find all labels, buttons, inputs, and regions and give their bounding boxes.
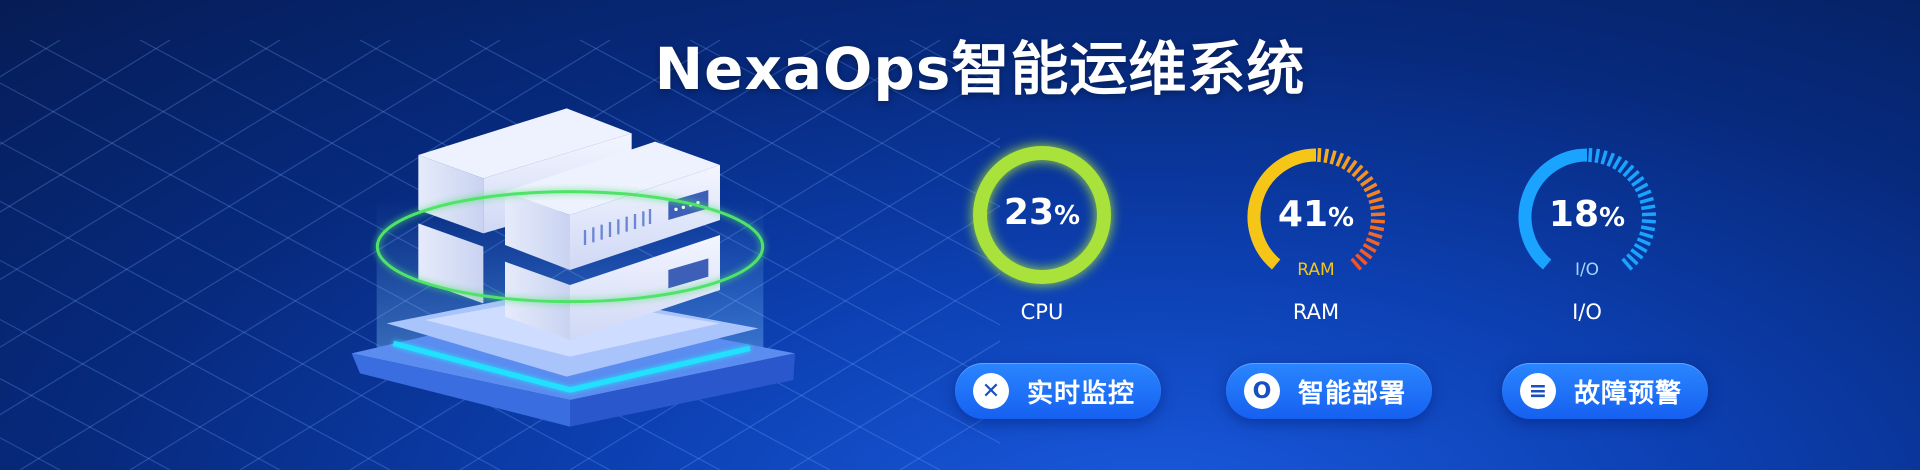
- ram-tick: [1323, 148, 1330, 164]
- ram-label: RAM: [1292, 300, 1340, 324]
- io-arc: [1518, 148, 1588, 270]
- deploy-ring-icon: O: [1244, 373, 1280, 409]
- base-glow-strip: [392, 340, 751, 393]
- io-tick: [1641, 219, 1656, 224]
- ram-tick: [1368, 231, 1383, 239]
- ram-tick: [1365, 237, 1380, 247]
- ram-tick: [1335, 152, 1345, 167]
- status-led-panel: [668, 190, 709, 220]
- io-inner-label: I/O: [1574, 260, 1600, 280]
- cpu-ring: [973, 146, 1111, 284]
- close-x-icon: ✕: [973, 373, 1009, 409]
- ram-tick: [1346, 159, 1358, 174]
- ram-tick: [1317, 148, 1322, 163]
- smart-deploy-button[interactable]: O 智能部署: [1226, 363, 1432, 419]
- io-tick: [1612, 155, 1622, 170]
- grid-line: [0, 39, 391, 281]
- grid-line: [0, 318, 281, 470]
- grid-line: [0, 39, 281, 213]
- grid-line: [0, 39, 171, 146]
- io-tick: [1630, 248, 1644, 260]
- grid-line: [0, 259, 391, 470]
- grid-line: [789, 340, 1000, 470]
- ram-tick: [1329, 150, 1337, 165]
- ram-value: 41%: [1277, 194, 1355, 235]
- ram-tick: [1359, 248, 1373, 260]
- menu-lines-icon: ≡: [1520, 373, 1556, 409]
- io-tick: [1594, 148, 1601, 164]
- cpu-label: CPU: [1020, 300, 1064, 324]
- green-orbit-ring: [375, 190, 765, 304]
- ram-tick: [1350, 257, 1363, 271]
- ram-tick: [1368, 196, 1383, 204]
- server-front-top: [505, 141, 720, 270]
- grid-line: [469, 39, 1000, 326]
- io-tick: [1606, 152, 1616, 167]
- grid-line: [19, 39, 721, 470]
- io-tick: [1633, 242, 1648, 254]
- realtime-monitor-button[interactable]: ✕ 实时监控: [955, 363, 1161, 419]
- io-tick: [1600, 150, 1608, 165]
- server-illustration: [351, 108, 795, 427]
- io-label: I/O: [1572, 300, 1602, 324]
- ram-tick: [1370, 219, 1385, 224]
- grid-line: [579, 39, 1000, 267]
- io-tick: [1634, 182, 1649, 193]
- grid-line: [689, 39, 1000, 208]
- ram-tick: [1356, 169, 1369, 182]
- io-tick: [1626, 253, 1639, 266]
- ram-tick: [1369, 225, 1385, 232]
- io-tick: [1631, 175, 1645, 187]
- io-tick: [1627, 169, 1640, 182]
- page-title: NexaOps智能运维系统: [654, 35, 1306, 103]
- ram-tick: [1362, 242, 1377, 254]
- io-tick: [1637, 189, 1652, 199]
- grid-line: [0, 39, 611, 416]
- io-tick: [1621, 257, 1634, 271]
- io-tick: [1639, 196, 1654, 204]
- io-tick: [1639, 231, 1654, 239]
- grid-line: [799, 39, 1000, 149]
- vent-slots: [583, 209, 652, 245]
- ram-tick: [1366, 189, 1381, 199]
- server-back-bottom: [418, 223, 484, 304]
- io-tick: [1588, 148, 1593, 163]
- ram-tick: [1370, 212, 1386, 217]
- io-value: 18%: [1548, 194, 1626, 235]
- fault-alert-button[interactable]: ≡ 故障预警: [1502, 363, 1708, 419]
- ram-tick: [1341, 155, 1351, 170]
- ram-tick: [1363, 182, 1378, 193]
- grid-line: [679, 272, 1000, 470]
- grid-line: [0, 200, 501, 470]
- ram-tick: [1351, 164, 1364, 178]
- io-tick: [1641, 204, 1656, 211]
- io-tick: [1617, 159, 1629, 174]
- io-tick: [1636, 237, 1651, 247]
- io-tick: [1640, 225, 1656, 232]
- ram-tick: [1360, 175, 1374, 187]
- cpu-value: 23%: [1003, 192, 1081, 233]
- grid-line: [0, 377, 171, 470]
- io-tick: [1641, 212, 1657, 217]
- ram-tick: [1355, 253, 1368, 266]
- ram-tick: [1370, 204, 1385, 211]
- grid-line: [0, 39, 501, 348]
- ram-inner-label: RAM: [1297, 260, 1335, 280]
- ram-arc: [1247, 148, 1317, 270]
- io-tick: [1622, 164, 1635, 178]
